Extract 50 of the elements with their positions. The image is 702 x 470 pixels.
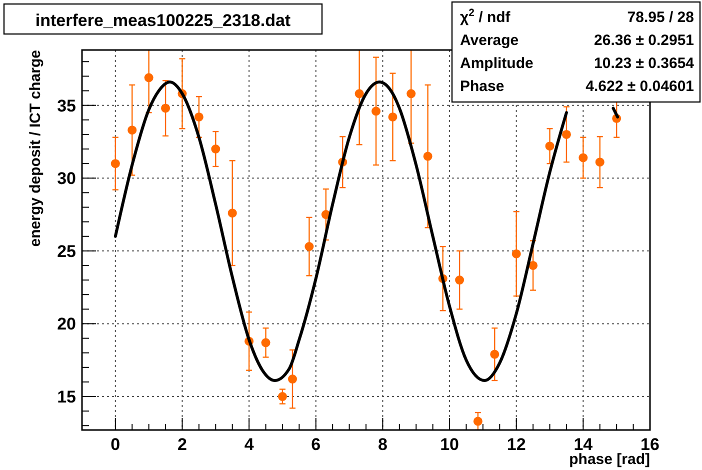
x-tick-label: 16 [640, 435, 660, 454]
x-tick-label: 2 [178, 435, 187, 454]
chart-title: interfere_meas100225_2318.dat [35, 11, 291, 30]
text: χ$^{2}$ / ndf [460, 7, 512, 26]
point [578, 153, 588, 162]
point [595, 158, 604, 167]
point [278, 392, 287, 402]
y-axis-title: energy deposit / ICT charge [27, 50, 44, 247]
x-tick-label: 0 [110, 435, 120, 454]
point [144, 73, 154, 82]
x-tick-label: 6 [311, 435, 321, 454]
text: Average [460, 32, 519, 49]
point [490, 350, 500, 359]
annotation: 4.622 ± 0.04601 [586, 78, 694, 95]
point [110, 159, 120, 168]
point [288, 374, 297, 384]
x-axis-title: phase [rad] [569, 451, 650, 468]
point [423, 152, 432, 161]
point [372, 106, 381, 116]
point [194, 112, 204, 122]
x-tick-label: 12 [506, 435, 526, 454]
point [512, 249, 521, 258]
point [304, 242, 314, 252]
point [562, 130, 571, 139]
point [128, 126, 137, 135]
y-tick-label: 20 [57, 314, 76, 334]
annotation: Phase [460, 78, 504, 95]
point [228, 208, 237, 218]
point [455, 276, 464, 285]
annotation: Amplitude [460, 55, 534, 72]
text: 78.95 / 28 [627, 9, 694, 26]
annotation: 10.23 ± 0.3654 [594, 55, 695, 72]
x-tick-label: 14 [574, 435, 594, 454]
text: 26.36 ± 0.2951 [594, 32, 694, 49]
point [388, 112, 398, 122]
x-tick-label: 4 [244, 435, 254, 454]
y-tick-label: 15 [57, 388, 76, 407]
point [211, 144, 220, 154]
point [473, 416, 482, 426]
point [545, 142, 554, 151]
x-tick-label: 8 [378, 435, 388, 454]
point [354, 89, 364, 98]
point [161, 104, 170, 113]
x-tick-label: 10 [440, 435, 459, 454]
point [528, 260, 538, 270]
y-tick-label: 30 [57, 169, 76, 188]
point [406, 89, 416, 98]
y-tick-label: 25 [57, 242, 76, 261]
y-tick-label: 35 [57, 96, 76, 116]
point [261, 338, 270, 348]
